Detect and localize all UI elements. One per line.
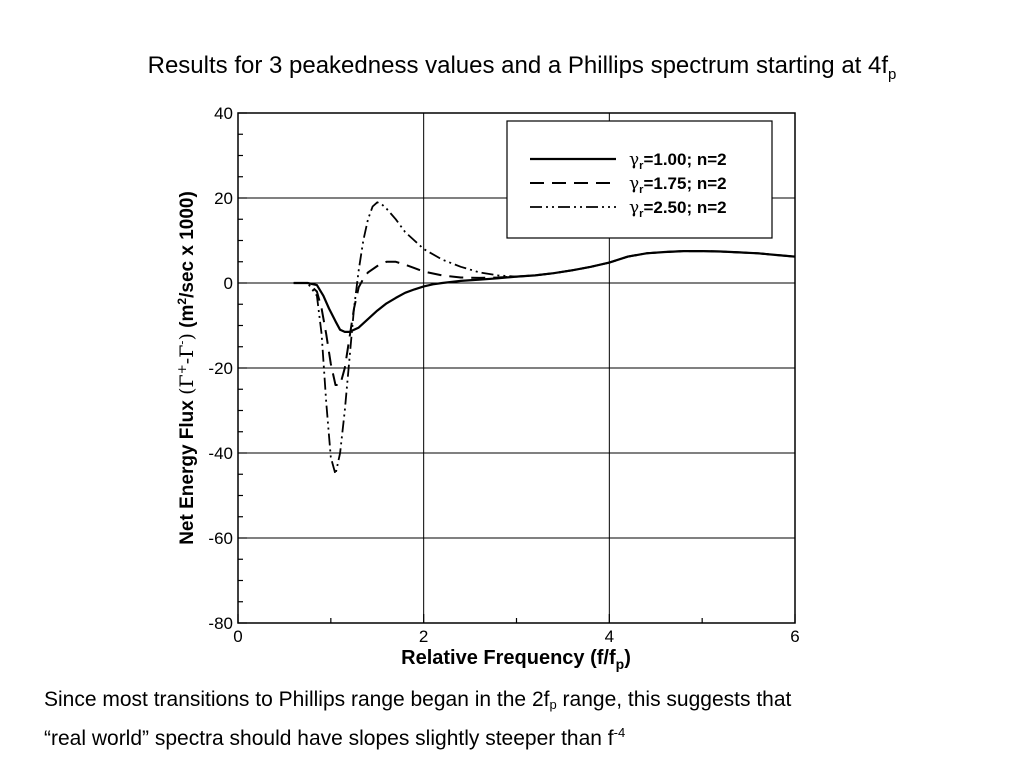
legend-box [506,120,773,239]
slide-title-subscript: p [888,66,897,83]
series-line-3 [293,201,796,476]
x-tick-label: 2 [419,627,428,646]
x-tick-label: 4 [605,627,614,646]
series-line-1 [293,250,796,333]
axis-ticks: 0 2 4 6 40 20 0 -20 -40 -60 -80 [208,104,799,646]
y-tick-label: 0 [224,274,233,293]
y-tick-label: -80 [208,614,233,633]
footnote: Since most transitions to Phillips range… [44,686,994,753]
series-line-2 [293,250,796,386]
slide-title-text: Results for 3 peakedness values and a Ph… [147,52,889,79]
x-tick-label: 0 [233,627,242,646]
y-tick-label: 20 [214,189,233,208]
y-tick-label: -40 [208,444,233,463]
y-tick-label: -20 [208,359,233,378]
y-axis-title: Net Energy Flux (Γ+-Γ-) (m2/sec x 1000) [175,191,198,545]
x-axis-title: Relative Frequency (f/fp) [401,647,631,672]
x-tick-label: 6 [790,627,799,646]
y-tick-label: 40 [214,104,233,123]
footnote-line-1: Since most transitions to Phillips range… [44,688,792,712]
energy-flux-chart: 0 2 4 6 40 20 0 -20 -40 -60 -80 γr=1.00; n=2γr=1.7… [175,104,800,672]
footnote-line-2: “real world” spectra should have slopes … [44,725,626,750]
legend-label-3: γr=2.50; n=2 [629,198,727,220]
legend-label-1: γr=1.00; n=2 [629,150,727,172]
y-tick-label: -60 [208,529,233,548]
slide-title: Results for 3 peakedness values and a Ph… [0,52,1024,83]
legend: γr=1.00; n=2γr=1.75; n=2γr=2.50; n=2 [506,120,773,239]
series-lines [293,201,796,476]
legend-label-2: γr=1.75; n=2 [629,174,727,196]
